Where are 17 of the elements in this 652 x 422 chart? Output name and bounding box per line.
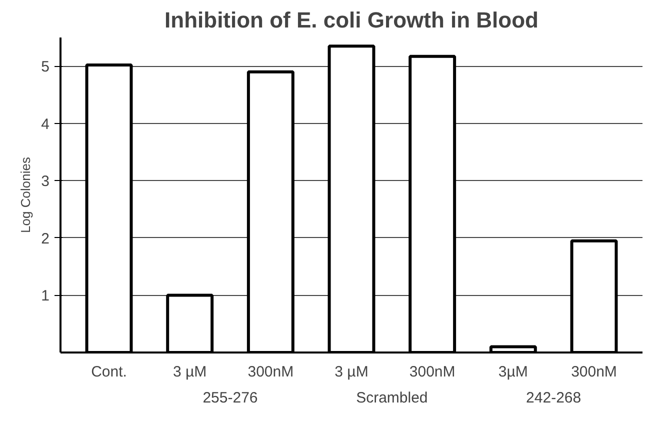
text: Scrambled <box>356 390 428 406</box>
y-tick-label: 2 <box>41 230 50 248</box>
y-tick-label: 5 <box>41 58 50 76</box>
x-tick-label: 3 µM <box>334 364 368 380</box>
y-tick-label: 3 <box>41 173 50 190</box>
y-axis-title: Log Colonies <box>18 156 34 233</box>
y-tick-label: 4 <box>41 116 50 133</box>
text: 242-268 <box>526 390 582 406</box>
text: 255-276 <box>202 390 258 406</box>
x-tick-label: 3 µM <box>173 364 207 380</box>
x-tick-label: 300nM <box>409 364 456 380</box>
x-tick-label: 300nM <box>571 364 617 380</box>
x-tick-label: Cont. <box>91 364 127 380</box>
chart-title: Inhibition of E. coli Growth in Blood <box>164 8 538 32</box>
y-tick-label: 1 <box>41 288 50 305</box>
x-tick-label: 300nM <box>248 364 294 380</box>
x-tick-label: 3µM <box>498 364 528 380</box>
